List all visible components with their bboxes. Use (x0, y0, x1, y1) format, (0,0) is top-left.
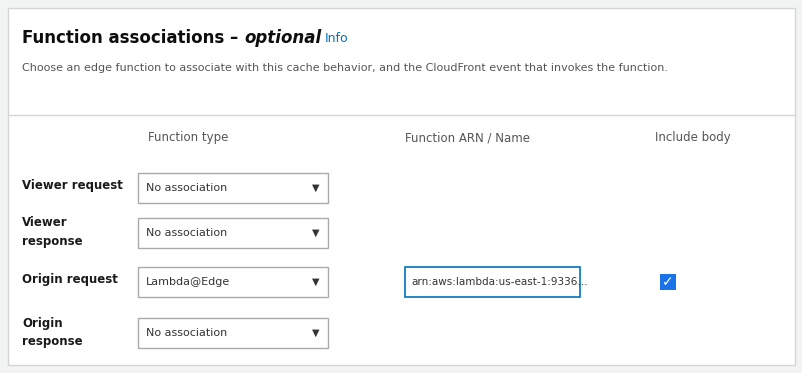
FancyBboxPatch shape (404, 267, 579, 297)
FancyBboxPatch shape (138, 173, 327, 203)
Text: ▼: ▼ (312, 183, 319, 193)
Text: Function ARN / Name: Function ARN / Name (404, 132, 529, 144)
Text: arn:aws:lambda:us-east-1:9336…: arn:aws:lambda:us-east-1:9336… (411, 277, 587, 287)
Text: Lambda@Edge: Lambda@Edge (146, 277, 230, 287)
FancyBboxPatch shape (659, 274, 675, 290)
Text: Include body: Include body (654, 132, 730, 144)
Text: ✓: ✓ (662, 275, 673, 289)
Text: Info: Info (325, 31, 348, 44)
FancyBboxPatch shape (138, 218, 327, 248)
FancyBboxPatch shape (138, 318, 327, 348)
Text: Choose an edge function to associate with this cache behavior, and the CloudFron: Choose an edge function to associate wit… (22, 63, 667, 73)
Text: response: response (22, 335, 83, 348)
Text: ▼: ▼ (312, 277, 319, 287)
Text: ▼: ▼ (312, 328, 319, 338)
Text: Origin request: Origin request (22, 273, 118, 286)
Text: Origin: Origin (22, 317, 63, 329)
Text: Viewer request: Viewer request (22, 179, 123, 192)
Text: Function associations –: Function associations – (22, 29, 244, 47)
Text: No association: No association (146, 328, 227, 338)
FancyBboxPatch shape (8, 8, 794, 365)
Text: No association: No association (146, 183, 227, 193)
Text: Function type: Function type (148, 132, 228, 144)
Text: response: response (22, 235, 83, 248)
Text: Viewer: Viewer (22, 216, 67, 229)
Text: optional: optional (244, 29, 321, 47)
FancyBboxPatch shape (138, 267, 327, 297)
Text: No association: No association (146, 228, 227, 238)
Text: ▼: ▼ (312, 228, 319, 238)
